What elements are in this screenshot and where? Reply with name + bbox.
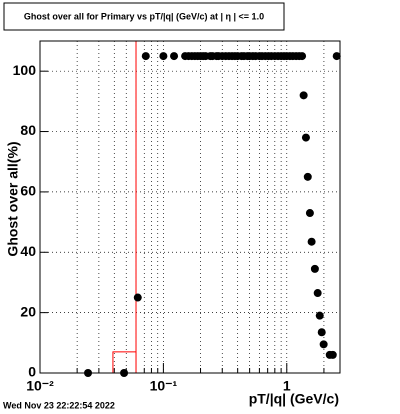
data-point bbox=[120, 369, 129, 377]
x-axis-label: pT/|q| (GeV/c) bbox=[249, 391, 339, 407]
data-point bbox=[313, 289, 322, 298]
data-point bbox=[133, 293, 142, 302]
footer-date: Wed Nov 23 22:22:54 2022 bbox=[3, 400, 115, 410]
y-axis-label: Ghost over all(%) bbox=[5, 141, 21, 256]
y-tick-label: 40 bbox=[20, 243, 36, 259]
data-point bbox=[307, 237, 316, 246]
data-point bbox=[315, 311, 324, 320]
y-tick-label: 0 bbox=[28, 364, 36, 380]
x-tick-label: 10⁻¹ bbox=[150, 378, 178, 394]
data-point bbox=[84, 369, 93, 377]
y-tick-label: 100 bbox=[13, 62, 37, 78]
y-tick-label: 80 bbox=[20, 122, 36, 138]
y-tick-label: 20 bbox=[20, 303, 36, 319]
data-point bbox=[301, 133, 310, 142]
x-tick-label: 1 bbox=[283, 378, 291, 394]
data-point bbox=[328, 350, 337, 359]
y-tick-label: 60 bbox=[20, 183, 36, 199]
data-point bbox=[319, 340, 328, 349]
data-point bbox=[141, 52, 150, 61]
data-point bbox=[332, 52, 341, 61]
plot-frame bbox=[39, 40, 341, 374]
data-point bbox=[298, 52, 307, 61]
data-point bbox=[305, 209, 314, 218]
chart-title: Ghost over all for Primary vs pT/|q| (Ge… bbox=[24, 11, 264, 21]
data-point bbox=[299, 91, 308, 100]
data-point bbox=[310, 264, 319, 273]
data-point bbox=[159, 52, 168, 61]
data-point bbox=[303, 172, 312, 181]
x-tick-label: 10⁻² bbox=[26, 378, 54, 394]
plot-area bbox=[40, 41, 340, 373]
data-point bbox=[317, 328, 326, 337]
title-box bbox=[3, 2, 285, 31]
data-point bbox=[170, 52, 179, 61]
